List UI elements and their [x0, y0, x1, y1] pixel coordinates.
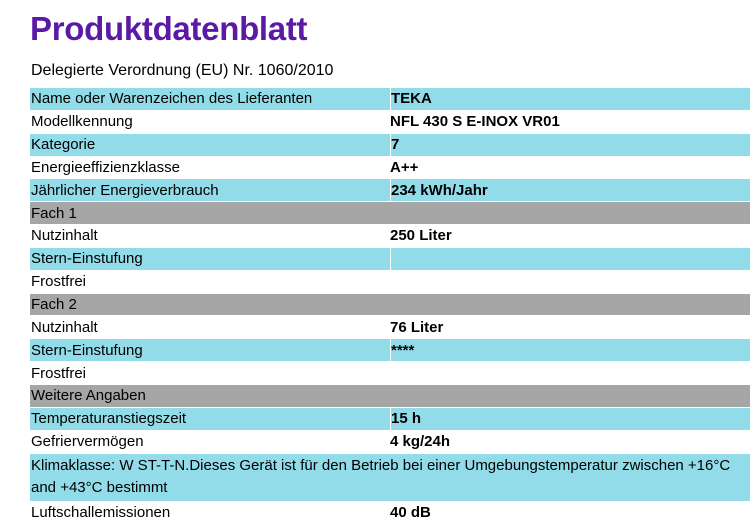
page-title: Produktdatenblatt — [30, 10, 308, 47]
row-label: Stern-Einstufung — [31, 341, 143, 359]
table-row-annual-consumption: Jährlicher Energieverbrauch 234 kWh/Jahr — [30, 179, 750, 203]
row-label: Name oder Warenzeichen des Lieferanten — [31, 90, 313, 108]
row-label: Stern-Einstufung — [31, 250, 143, 268]
row-value: 4 kg/24h — [390, 433, 451, 451]
row-label: Modellkennung — [31, 113, 133, 131]
table-row-frost-free-1: Frostfrei — [30, 270, 750, 294]
row-label: Jährlicher Energieverbrauch — [31, 181, 219, 199]
table-row-volume-1: Nutzinhalt 250 Liter — [30, 225, 750, 248]
row-label: Nutzinhalt — [31, 227, 98, 245]
row-label: Energieeffizienzklasse — [31, 158, 180, 176]
row-value: 7 — [390, 133, 750, 156]
row-value: **** — [390, 339, 750, 362]
row-value: 15 h — [390, 407, 750, 430]
table-row-frost-free-2: Frostfrei — [30, 362, 750, 385]
row-label: Temperaturanstiegszeit — [31, 410, 187, 428]
table-row-supplier: Name oder Warenzeichen des Lieferanten T… — [30, 88, 750, 111]
table-row-star-rating-1: Stern-Einstufung — [30, 247, 750, 271]
table-row-category: Kategorie 7 — [30, 133, 750, 157]
section-label: Weitere Angaben — [31, 387, 146, 405]
row-value: 40 dB — [390, 503, 431, 521]
row-value — [390, 271, 750, 293]
row-value — [390, 362, 750, 384]
table-section-further-info: Weitere Angaben — [30, 384, 750, 408]
row-value: A++ — [390, 158, 419, 176]
table-row-freezing-capacity: Gefriervermögen 4 kg/24h — [30, 430, 750, 454]
row-value — [390, 247, 750, 270]
table-row-noise-emission: Luftschallemissionen 40 dB — [30, 501, 750, 525]
regulation-subtitle: Delegierte Verordnung (EU) Nr. 1060/2010 — [31, 62, 334, 79]
row-label: Luftschallemissionen — [31, 503, 171, 521]
table-row-volume-2: Nutzinhalt 76 Liter — [30, 316, 750, 340]
row-label: Frostfrei — [31, 364, 87, 382]
table-section-compartment-1: Fach 1 — [30, 202, 750, 226]
table-row-energy-class: Energieeffizienzklasse A++ — [30, 156, 750, 180]
row-label: Nutzinhalt — [31, 318, 98, 336]
table-row-model: Modellkennung NFL 430 S E-INOX VR01 — [30, 110, 750, 134]
section-label: Fach 2 — [31, 296, 77, 314]
table-section-compartment-2: Fach 2 — [30, 293, 750, 317]
row-value: 234 kWh/Jahr — [390, 179, 750, 202]
row-label: Kategorie — [31, 136, 96, 154]
row-label: Gefriervermögen — [31, 433, 144, 451]
row-value: NFL 430 S E-INOX VR01 — [390, 113, 560, 131]
datasheet-table: Name oder Warenzeichen des Lieferanten T… — [30, 88, 750, 525]
section-label: Fach 1 — [31, 204, 77, 222]
table-row-temperature-rise-time: Temperaturanstiegszeit 15 h — [30, 407, 750, 431]
row-label: Frostfrei — [31, 273, 87, 291]
row-value: 250 Liter — [390, 227, 452, 245]
table-row-star-rating-2: Stern-Einstufung **** — [30, 339, 750, 363]
row-value: TEKA — [390, 88, 750, 110]
row-value: 76 Liter — [390, 318, 444, 336]
table-row-climate-class: Klimaklasse: W ST-T-N.Dieses Gerät ist f… — [30, 453, 750, 502]
